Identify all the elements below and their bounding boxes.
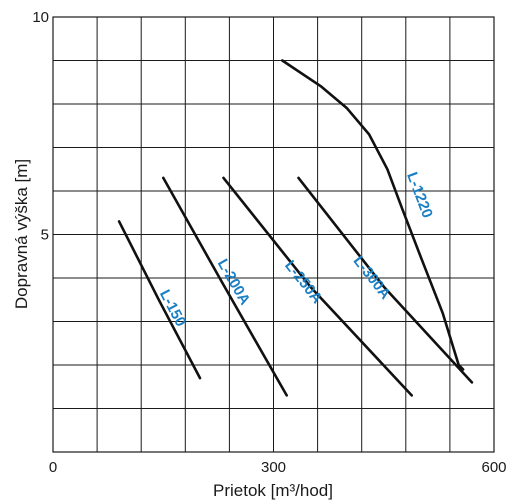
x-tick-label: 0 [49,459,57,476]
x-axis-title: Prietok [m³/hod] [213,481,333,500]
y-tick-labels: 5 10 [32,9,49,244]
series-label-l-250a: L-250A [281,257,326,307]
curve-l-1220 [281,59,465,371]
curve-l-150 [117,220,202,380]
y-tick-label: 5 [41,227,49,244]
series-label-l-150: L-150 [156,287,189,330]
x-tick-label: 300 [261,459,286,476]
x-tick-labels: 0 300 600 [49,459,507,476]
plot-frame [52,16,495,453]
curve-l-200a [162,176,288,397]
series-label-l-1220: L-1220 [403,170,436,220]
curves [117,59,474,397]
grid [53,17,494,452]
x-tick-label: 600 [481,459,506,476]
curve-l-300a [297,176,474,384]
curve-l-250a [222,176,413,397]
y-tick-label: 10 [32,9,49,26]
y-axis-title: Dopravná výška [m] [12,159,31,309]
